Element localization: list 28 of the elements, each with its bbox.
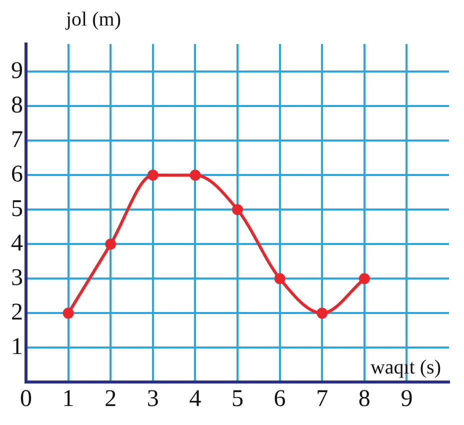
x-tick-label: 8: [358, 386, 370, 412]
y-axis-title: jol (m): [65, 8, 121, 30]
point: [274, 273, 286, 284]
y-tick-label: 3: [11, 264, 23, 291]
x-tick-label: 6: [274, 386, 286, 412]
x-tick-label: 4: [189, 386, 202, 412]
y-tick-label: 6: [11, 161, 23, 188]
y-tick-label: 8: [11, 92, 23, 118]
y-tick-label: 5: [11, 196, 23, 222]
y-tick-label: 4: [11, 230, 23, 256]
point: [190, 170, 201, 181]
point: [147, 170, 158, 181]
x-tick-label: 0: [20, 386, 32, 412]
point: [105, 238, 116, 250]
point: [62, 308, 74, 319]
x-tick-label: 3: [146, 386, 159, 412]
y-tick-label: 9: [11, 58, 23, 84]
x-tick-label: 5: [232, 386, 244, 412]
y-tick-label: 1: [11, 334, 23, 360]
point: [316, 308, 328, 319]
x-tick-label: 1: [62, 386, 74, 412]
y-tick-label: 7: [11, 126, 23, 153]
point: [358, 273, 370, 284]
point: [232, 204, 243, 216]
x-tick-label: 9: [400, 386, 413, 412]
x-tick-label: 2: [104, 386, 117, 412]
y-tick-label: 2: [11, 299, 23, 326]
x-tick-label: 7: [316, 386, 328, 412]
